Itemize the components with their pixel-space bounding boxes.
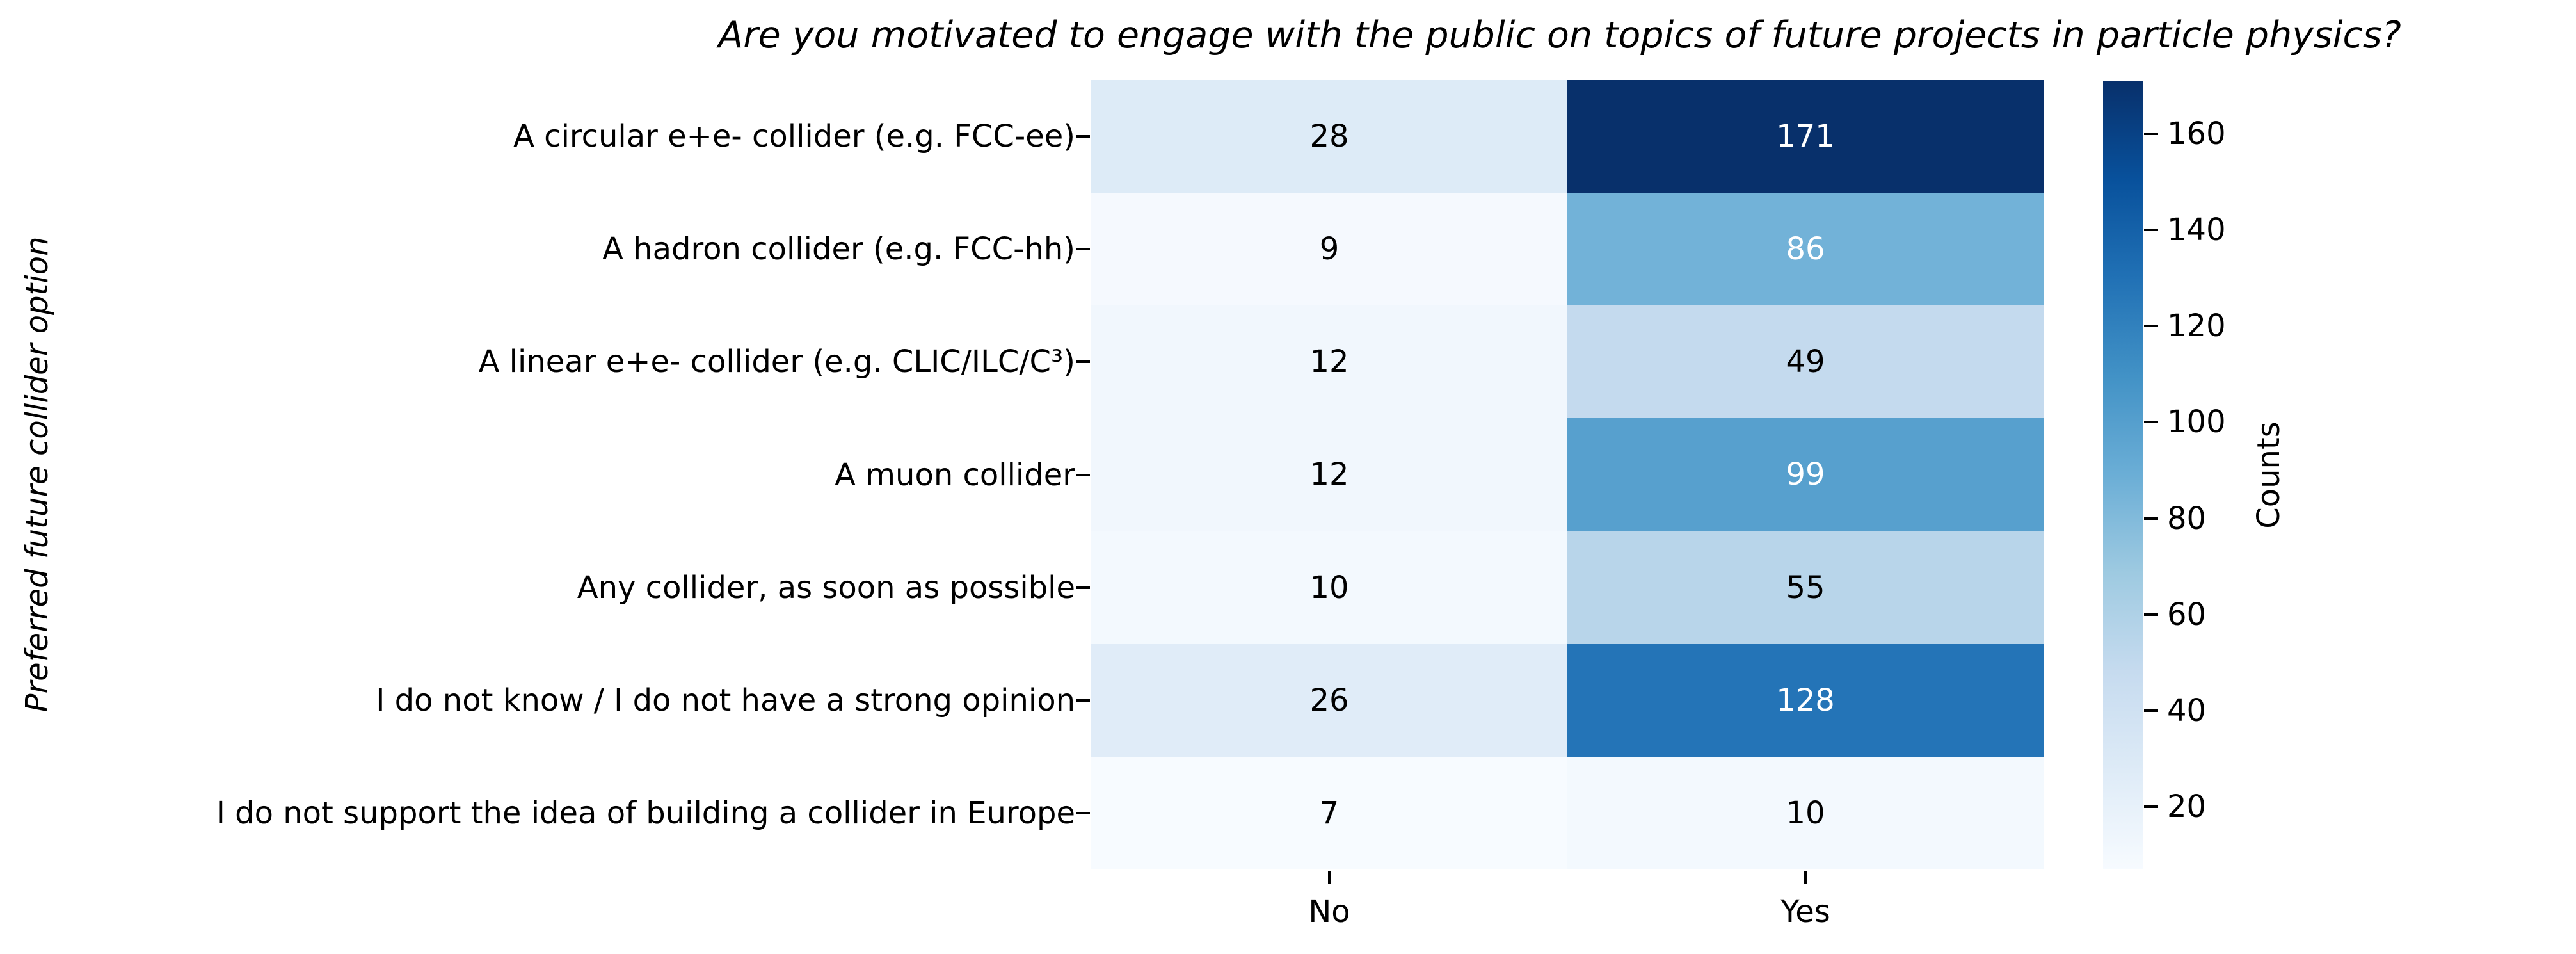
y-tick-mark: [1076, 248, 1090, 251]
heatmap-cell: 9: [1091, 193, 1567, 306]
cell-value: 12: [1309, 457, 1349, 493]
heatmap-cell: 12: [1091, 305, 1567, 419]
x-tick-label: No: [1308, 894, 1350, 930]
colorbar-tick-mark: [2144, 709, 2158, 713]
cell-value: 128: [1776, 682, 1835, 718]
heatmap-cell: 171: [1567, 80, 2044, 193]
heatmap-cell: 28: [1091, 80, 1567, 193]
cell-value: 7: [1319, 795, 1340, 831]
y-tick-label: A circular e+e- collider (e.g. FCC-ee): [513, 118, 1075, 155]
heatmap-cell: 99: [1567, 418, 2044, 531]
colorbar-tick-mark: [2144, 325, 2158, 328]
colorbar-tick-label: 60: [2167, 596, 2207, 633]
colorbar-gradient: [2103, 81, 2143, 869]
cell-value: 55: [1786, 569, 1825, 606]
colorbar-tick-label: 160: [2167, 115, 2226, 152]
y-tick-mark: [1076, 586, 1090, 589]
x-tick-mark: [1328, 871, 1331, 884]
colorbar-label-text: Counts: [2251, 421, 2287, 529]
heatmap-cell: 55: [1567, 531, 2044, 644]
y-tick-mark: [1076, 135, 1090, 138]
heatmap-grid: 28 171 9 86 12 49 12 99 10 55 26 128 7 10: [1091, 80, 2044, 869]
colorbar-tick-label: 80: [2167, 500, 2207, 537]
colorbar-tick-mark: [2144, 517, 2158, 520]
cell-value: 9: [1319, 231, 1340, 268]
colorbar-tick-mark: [2144, 228, 2158, 231]
heatmap-cell: 10: [1567, 756, 2044, 869]
cell-value: 171: [1776, 118, 1835, 155]
chart-title: Are you motivated to engage with the pub…: [718, 14, 2401, 56]
colorbar-tick-label: 140: [2167, 211, 2226, 248]
cell-value: 28: [1309, 118, 1349, 155]
colorbar-tick-mark: [2144, 132, 2158, 135]
heatmap-cell: 7: [1091, 756, 1567, 869]
heatmap-cell: 49: [1567, 305, 2044, 419]
x-tick-label: Yes: [1780, 894, 1830, 930]
cell-value: 86: [1786, 231, 1825, 268]
colorbar-tick-mark: [2144, 421, 2158, 424]
heatmap-cell: 128: [1567, 643, 2044, 757]
y-tick-label: I do not support the idea of building a …: [216, 795, 1075, 831]
y-tick-mark: [1076, 699, 1090, 702]
y-tick-mark: [1076, 811, 1090, 814]
colorbar-tick-label: 20: [2167, 789, 2207, 825]
heatmap-cell: 86: [1567, 193, 2044, 306]
y-tick-label: I do not know / I do not have a strong o…: [376, 682, 1075, 718]
y-tick-label: A muon collider: [835, 457, 1075, 493]
cell-value: 12: [1309, 344, 1349, 380]
y-tick-label: Any collider, as soon as possible: [577, 569, 1075, 606]
y-tick-label: A linear e+e- collider (e.g. CLIC/ILC/C³…: [478, 344, 1075, 380]
cell-value: 49: [1786, 344, 1825, 380]
cell-value: 99: [1786, 457, 1825, 493]
cell-value: 10: [1309, 569, 1349, 606]
colorbar-tick-mark: [2144, 805, 2158, 809]
heatmap-cell: 10: [1091, 531, 1567, 644]
heatmap-cell: 12: [1091, 418, 1567, 531]
y-tick-mark: [1076, 360, 1090, 364]
y-tick-label: A hadron collider (e.g. FCC-hh): [602, 231, 1075, 268]
y-tick-mark: [1076, 473, 1090, 476]
cell-value: 10: [1786, 795, 1825, 831]
x-tick-mark: [1804, 871, 1807, 884]
heatmap-cell: 26: [1091, 643, 1567, 757]
cell-value: 26: [1309, 682, 1349, 718]
colorbar-tick-label: 40: [2167, 693, 2207, 729]
colorbar-tick-mark: [2144, 613, 2158, 616]
colorbar-tick-label: 100: [2167, 404, 2226, 441]
colorbar-tick-label: 120: [2167, 308, 2226, 344]
